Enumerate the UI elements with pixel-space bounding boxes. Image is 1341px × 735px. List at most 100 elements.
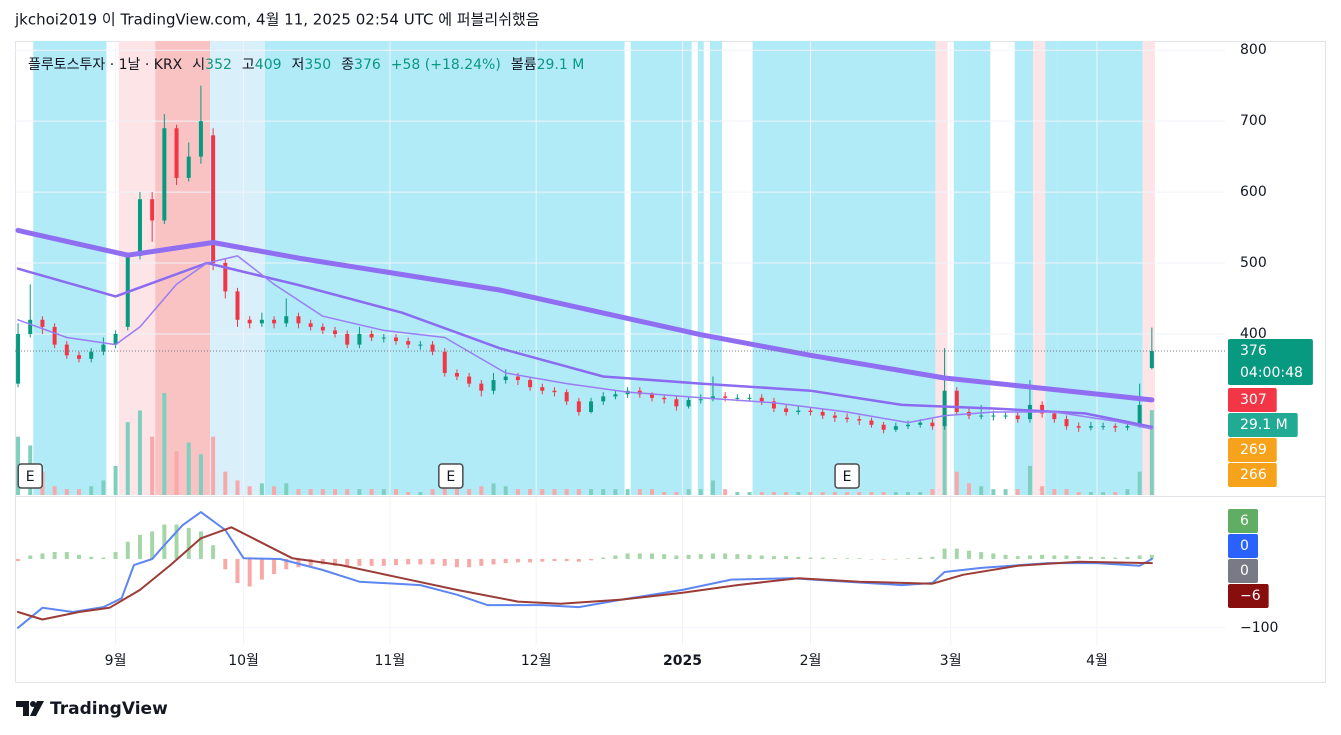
legend-value: 352 (205, 57, 232, 73)
histogram-bar (1076, 556, 1081, 559)
candle-body (674, 399, 679, 407)
volume-bar (552, 489, 557, 495)
volume-bar (979, 486, 984, 495)
histogram-bar (101, 557, 106, 559)
volume-bar (223, 471, 228, 495)
x-tick-label: 9월 (105, 653, 127, 669)
candle-body (515, 376, 520, 381)
histogram-bar (1052, 555, 1057, 559)
volume-bar (1101, 492, 1106, 495)
histogram-bar (881, 558, 886, 560)
legend: 플루토스투자 · 1날 · KRX 시352 고409 저350 종376 +58 (+1… (28, 54, 584, 74)
candle-body (40, 319, 45, 327)
volume-bar (1052, 489, 1057, 495)
candle-body (1088, 426, 1093, 428)
histogram-bar (1113, 557, 1118, 559)
histogram-bar (418, 558, 423, 565)
legend-value: 376 (354, 57, 381, 73)
histogram-bar (1064, 555, 1069, 559)
earnings-marker (834, 463, 860, 489)
legend-label: 고 (241, 57, 255, 73)
histogram-bar (247, 558, 252, 587)
volume-bar (820, 492, 825, 495)
badge-label: 29.1 M (1240, 417, 1288, 433)
highlight-band (33, 41, 107, 495)
volume-bar (930, 489, 935, 495)
candle-body (259, 319, 264, 324)
brand-logo (16, 701, 44, 716)
volume-bar (1125, 489, 1130, 495)
y-tick-label: 500 (1240, 255, 1267, 271)
badge-label: 0 (1240, 563, 1249, 579)
volume-bar (77, 489, 82, 495)
volume-bar (906, 492, 911, 495)
histogram-bar (52, 552, 57, 559)
publish-info: jkchoi2019 이 TradingView.com, 4월 11, 202… (14, 11, 540, 29)
histogram-bar (333, 558, 338, 566)
candle-body (1125, 426, 1130, 428)
histogram-bar (150, 531, 155, 559)
candle-body (247, 319, 252, 324)
candle-body (918, 422, 923, 425)
volume-bar (235, 480, 240, 495)
volume-bar (284, 483, 289, 495)
candle-body (89, 351, 94, 359)
volume-bar (674, 492, 679, 495)
volume-bar (918, 492, 923, 495)
volume-bar (881, 492, 886, 495)
histogram-bar (479, 558, 484, 566)
candle-body (845, 417, 850, 420)
earnings-label: E (446, 469, 455, 485)
candle-body (381, 337, 386, 339)
volume-bar (589, 489, 594, 495)
x-tick-label: 11월 (375, 653, 406, 669)
candle-body (698, 399, 703, 401)
histogram-bar (1040, 554, 1045, 559)
candle-body (174, 128, 179, 178)
candle-body (186, 156, 191, 178)
histogram-bar (77, 554, 82, 559)
highlight-band (1142, 41, 1155, 495)
volume-bar (698, 489, 703, 495)
volume-bar (52, 486, 57, 495)
volume-bar (333, 489, 338, 495)
candle-body (393, 337, 398, 342)
histogram-bar (674, 555, 679, 559)
logo-shape (30, 701, 44, 716)
candle-body (272, 319, 277, 324)
candle-body (223, 263, 228, 292)
badge-box (1228, 558, 1258, 583)
histogram-bar (723, 553, 728, 559)
volume-bar (174, 451, 179, 495)
candle-body (418, 344, 423, 346)
volume-bar (808, 492, 813, 495)
volume-bar (64, 489, 69, 495)
volume-bar (357, 489, 362, 495)
candle-body (930, 422, 935, 427)
logo-shape (30, 701, 36, 707)
x-tick-label: 12월 (521, 653, 552, 669)
volume-bar (540, 489, 545, 495)
candle-body (113, 333, 118, 345)
macd-layer (16, 511, 1154, 629)
histogram-bar (991, 553, 996, 559)
candle-body (589, 401, 594, 413)
histogram-bar (515, 558, 520, 563)
candle-body (1003, 415, 1008, 417)
candle-body (1076, 426, 1081, 428)
volume-bar (1088, 492, 1093, 495)
volume-bar (150, 436, 155, 495)
candle-body (162, 128, 167, 221)
histogram-bar (771, 556, 776, 559)
candle-body (503, 376, 508, 381)
histogram-bar (198, 531, 203, 559)
histogram-bar (369, 558, 374, 566)
volume-bar (369, 489, 374, 495)
histogram-bar (698, 554, 703, 559)
highlight-band (630, 41, 692, 495)
volume-bar (869, 492, 874, 495)
brand-name: TradingView (50, 699, 168, 719)
candle-body (491, 380, 496, 391)
